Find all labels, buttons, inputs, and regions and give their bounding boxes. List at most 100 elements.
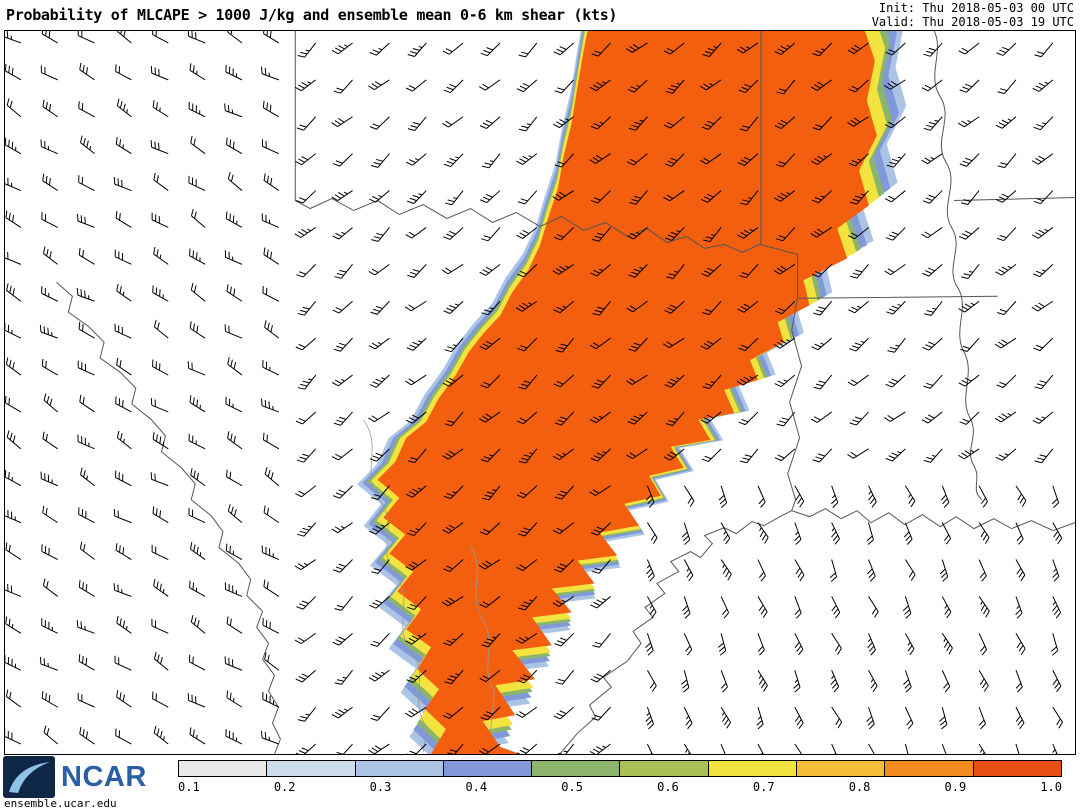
wind-barb <box>334 596 353 611</box>
wind-barb <box>720 743 729 754</box>
wind-barb <box>224 250 243 265</box>
wind-barb <box>662 337 685 349</box>
wind-barb <box>516 743 538 754</box>
wind-barb <box>187 31 206 44</box>
wind-barb <box>590 669 611 683</box>
wind-barb <box>958 42 980 55</box>
wind-barb <box>152 285 169 302</box>
wind-barb <box>294 227 316 238</box>
wind-barb <box>369 190 390 203</box>
wind-barb <box>757 633 765 656</box>
wind-barb <box>115 470 132 487</box>
wind-barb <box>590 116 611 130</box>
wind-barb <box>701 263 722 277</box>
wind-barb <box>225 729 243 745</box>
wind-barb <box>189 63 206 81</box>
wind-barb <box>5 616 22 634</box>
wind-barb <box>922 190 943 204</box>
wind-barb <box>663 190 685 202</box>
wind-barb <box>331 522 353 534</box>
wind-barb <box>370 153 390 168</box>
wind-barb <box>517 669 538 684</box>
wind-barb <box>736 42 759 54</box>
wind-barb <box>518 42 538 58</box>
wind-barb <box>922 263 943 277</box>
wind-barb <box>333 559 353 573</box>
wind-barb <box>794 559 805 582</box>
wind-barb <box>646 743 656 754</box>
ncar-logo <box>3 756 55 798</box>
wind-barb <box>333 337 353 352</box>
wind-barb <box>921 227 943 239</box>
wind-barb <box>442 116 464 128</box>
wind-barb <box>480 190 501 204</box>
colorbar-tick-label: 1.0 <box>1040 780 1062 794</box>
wind-barb <box>995 190 1017 203</box>
colorbar-tick-label: 0.5 <box>561 780 583 794</box>
wind-barb <box>626 42 648 53</box>
wind-barb <box>76 620 95 634</box>
wind-barb <box>331 706 353 719</box>
wind-barb <box>114 655 132 671</box>
wind-barb <box>445 190 464 206</box>
wind-barb <box>371 227 390 242</box>
wind-barb <box>737 300 759 313</box>
wind-barb <box>5 137 22 155</box>
wind-barb <box>187 693 206 708</box>
wind-barb <box>369 42 390 56</box>
wind-barb <box>904 706 914 730</box>
wind-barb <box>996 374 1017 388</box>
footer: NCAR ensemble.ucar.edu 0.1 0.2 0.3 0.4 0.5 0.… <box>0 755 1080 810</box>
header: Probability of MLCAPE > 1000 J/kg and en… <box>0 0 1080 30</box>
wind-barb <box>295 153 317 166</box>
wind-barb <box>370 485 390 500</box>
wind-barb <box>960 190 980 205</box>
wind-barb <box>480 448 501 463</box>
wind-barb <box>663 116 685 129</box>
river-path <box>470 545 495 732</box>
wind-barb <box>5 582 22 597</box>
wind-barb <box>518 596 538 611</box>
wind-barb <box>41 286 58 302</box>
colorbar-tick-label: 0.9 <box>944 780 967 794</box>
wind-barb <box>331 116 353 127</box>
wind-barb <box>261 213 280 228</box>
wind-barb <box>665 411 685 426</box>
wind-barb <box>773 263 796 275</box>
wind-barb <box>1015 706 1025 730</box>
wind-barb <box>683 633 693 656</box>
wind-barb <box>589 153 611 164</box>
wind-barb <box>516 227 538 239</box>
wind-barb <box>961 264 980 279</box>
wind-barb <box>666 264 685 279</box>
wind-barb <box>554 485 575 500</box>
wind-barb <box>553 42 575 56</box>
wind-barb <box>478 559 501 570</box>
wind-barb <box>405 485 427 498</box>
wind-barb <box>263 247 280 265</box>
wind-barb <box>331 190 353 202</box>
wind-barb <box>5 542 22 560</box>
colorbar <box>178 760 1062 777</box>
wind-barb <box>554 632 575 647</box>
wind-barb <box>978 669 989 692</box>
wind-barb <box>405 632 427 645</box>
wind-barb <box>866 706 875 730</box>
wind-barb <box>646 669 657 692</box>
wind-barb <box>703 227 722 243</box>
wind-barb <box>1015 670 1023 693</box>
wind-barb <box>116 615 132 634</box>
wind-barb <box>812 448 833 463</box>
wind-barb <box>295 411 317 425</box>
wind-barb <box>555 337 575 353</box>
wind-barb <box>481 300 501 316</box>
wind-barb <box>516 153 538 165</box>
wind-barb <box>1034 374 1054 390</box>
wind-barb <box>442 448 464 460</box>
wind-barb <box>43 725 59 745</box>
wind-barb <box>444 411 464 427</box>
wind-barb <box>995 448 1017 461</box>
wind-barb <box>78 507 95 524</box>
wind-barb <box>589 485 611 496</box>
colorbar-cell <box>620 761 709 776</box>
